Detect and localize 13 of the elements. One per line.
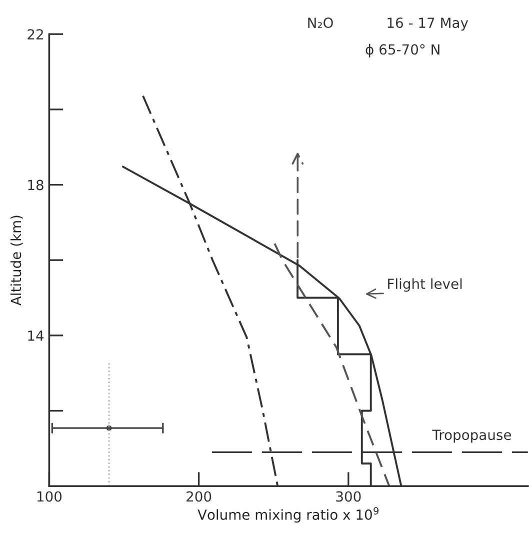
y-axis-title: Altitude (km): [10, 216, 23, 306]
x-tick-label: 300: [336, 491, 361, 502]
y-tick-label: 18: [28, 180, 44, 190]
ref-line-label: Tropopause: [432, 430, 512, 443]
y-tick-label: 22: [28, 29, 43, 40]
x-tick-label: 100: [37, 491, 62, 502]
x-axis-title: Volume mixing ratio x 10$^{9}$: [198, 507, 378, 523]
x-tick-label: 200: [186, 491, 212, 502]
annotation: Flight level: [388, 278, 462, 292]
text: N₂O: [308, 18, 333, 28]
annotation: ϕ 65-70° N: [366, 44, 440, 58]
text: 16 - 17 May: [388, 18, 468, 31]
y-tick-label: 14: [28, 330, 44, 341]
